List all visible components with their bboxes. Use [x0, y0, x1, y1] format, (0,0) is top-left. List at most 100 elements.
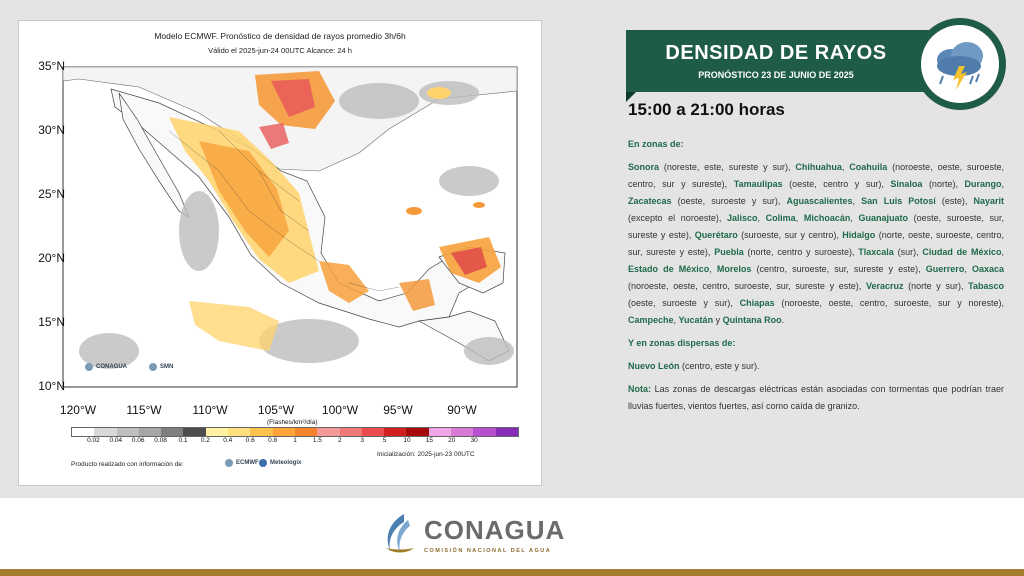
zone-state: Veracruz — [865, 281, 904, 291]
banner-title: DENSIDAD DE RAYOS — [665, 42, 887, 64]
zone-state: Colima — [765, 213, 796, 223]
zone-state: Estado de México — [628, 264, 710, 274]
lat-label-15: 15°N — [38, 315, 65, 329]
colorbar-swatch — [451, 428, 474, 436]
lat-label-25: 25°N — [38, 187, 65, 201]
state-borders — [168, 130, 400, 292]
zone-state: Guanajuato — [858, 213, 909, 223]
footer-gold-bar — [0, 569, 1024, 576]
colorbar-swatch — [317, 428, 340, 436]
title-banner: DENSIDAD DE RAYOS PRONÓSTICO 23 DE JUNIO… — [626, 30, 956, 92]
zone-state: Coahuila — [849, 162, 888, 172]
zone-detail: (oeste, suroeste, sur, sureste y este), — [628, 213, 1004, 240]
zone-state: Campeche — [628, 315, 674, 325]
zone-detail: , — [1001, 179, 1005, 189]
colorbar — [71, 427, 519, 437]
colorbar-swatch — [473, 428, 496, 436]
zone-detail: (oeste, suroeste y sur), — [671, 196, 787, 206]
zone-state: Zacatecas — [628, 196, 672, 206]
colorbar-tick-label: 0.1 — [178, 437, 188, 444]
colorbar-swatch — [339, 428, 362, 436]
lon-label-95: 95°W — [383, 403, 413, 417]
lon-label-105: 105°W — [257, 403, 295, 417]
colorbar-swatch — [138, 428, 162, 436]
smn-mini-logo: SMN — [149, 363, 173, 371]
zone-detail: (noroeste, oeste, centro, suroeste, sur … — [774, 298, 1004, 308]
colorbar-tick-label: 0.02 — [87, 437, 100, 444]
zone-state: Tamaulipas — [733, 179, 783, 189]
zone-state: Aguascalientes — [786, 196, 853, 206]
colorbar-tick-label: 10 — [403, 437, 411, 444]
colorbar-tick-label: 0.06 — [131, 437, 145, 444]
colorbar-tick-label: 5 — [382, 437, 387, 444]
lon-label-110: 110°W — [192, 403, 228, 417]
zone-state: San Luis Potosí — [861, 196, 936, 206]
colorbar-tick-label: 0.08 — [154, 437, 167, 444]
zone-state: Sonora — [628, 162, 660, 172]
meteologix-icon — [259, 459, 267, 467]
lightning-map: Modelo ECMWF. Pronóstico de densidad de … — [18, 20, 542, 486]
colorbar-tick-label: 0.4 — [223, 437, 233, 444]
lat-label-35: 35°N — [38, 59, 65, 73]
initialization-text: Inicialización: 2025-jun-23 00UTC — [377, 451, 475, 458]
zone-detail: , — [964, 264, 972, 274]
zone-detail: (sur), — [893, 247, 923, 257]
zone-detail: (noreste, este, sureste y sur), — [659, 162, 796, 172]
colorbar-swatch — [272, 428, 295, 436]
zones-intro: En zonas de: — [628, 139, 684, 149]
conagua-mini-label: CONAGUA — [96, 364, 127, 370]
lon-label-120: 120°W — [59, 403, 97, 417]
zone-detail: , — [852, 196, 862, 206]
grey-shading — [79, 81, 514, 369]
colorbar-units: (Flashes/km²/día) — [267, 419, 318, 426]
colorbar-tick-label: 2 — [337, 437, 342, 444]
colorbar-swatch — [428, 428, 452, 436]
smn-mini-label: SMN — [160, 364, 174, 370]
weather-badge-inner — [921, 25, 999, 103]
dispersas-detail: (centro, este y sur). — [679, 361, 760, 371]
zone-state: Jalisco — [726, 213, 758, 223]
meteologix-logo: Meteologix — [259, 459, 301, 467]
colorbar-swatch — [183, 428, 206, 436]
zone-list: Sonora (noreste, este, sureste y sur), C… — [628, 159, 1004, 329]
zone-state: Yucatán — [678, 315, 714, 325]
zone-detail: , — [673, 315, 679, 325]
colorbar-tick-label: 0.04 — [109, 437, 123, 444]
dispersas-state: Nuevo León — [628, 361, 680, 371]
colorbar-swatch — [161, 428, 184, 436]
nota-text: Las zonas de descargas eléctricas están … — [628, 384, 1004, 411]
footer: CONAGUA COMISIÓN NACIONAL DEL AGUA — [0, 498, 1024, 576]
dispersas-label: Y en zonas dispersas de: — [628, 338, 736, 348]
ecmwf-icon — [225, 459, 233, 467]
colorbar-swatch — [72, 428, 95, 436]
footer-subtitle: COMISIÓN NACIONAL DEL AGUA — [424, 547, 552, 554]
colorbar-tick-label: 30 — [470, 437, 478, 444]
zone-detail: (excepto el noroeste), — [628, 213, 727, 223]
footer-name: CONAGUA — [424, 514, 566, 545]
colorbar-tick-label: 20 — [448, 437, 456, 444]
meteologix-label: Meteologix — [270, 460, 302, 466]
colorbar-swatch — [361, 428, 385, 436]
zone-detail: (norte, centro y suroeste), — [743, 247, 859, 257]
producto-text: Producto realizado con información de: — [71, 461, 184, 468]
lon-label-100: 100°W — [321, 403, 359, 417]
zone-state: Sinaloa — [890, 179, 923, 189]
zone-detail: (noroeste, oeste, centro, suroeste, sur,… — [628, 281, 866, 291]
zone-state: Tabasco — [968, 281, 1005, 291]
conagua-logo-icon — [386, 514, 414, 553]
zone-detail: , — [757, 213, 766, 223]
colorbar-swatch — [94, 428, 117, 436]
zone-detail: (oeste, centro y sur), — [782, 179, 891, 189]
banner-tail — [626, 92, 636, 102]
ecmwf-label: ECMWF — [236, 460, 259, 466]
zone-detail: , — [709, 264, 717, 274]
colorbar-tick-label: 1 — [293, 437, 297, 444]
zone-detail: (noroeste, oeste, suroeste, centro, sur … — [628, 162, 1004, 189]
zone-state: Chiapas — [739, 298, 775, 308]
colorbar-tick-label: 0.2 — [200, 437, 210, 444]
lightning-density-fields — [169, 71, 501, 351]
zone-state: Quintana Roo — [722, 315, 782, 325]
nota-label: Nota: — [628, 384, 651, 394]
conagua-mini-logo: CONAGUA — [85, 363, 127, 371]
zone-detail: , — [795, 213, 804, 223]
